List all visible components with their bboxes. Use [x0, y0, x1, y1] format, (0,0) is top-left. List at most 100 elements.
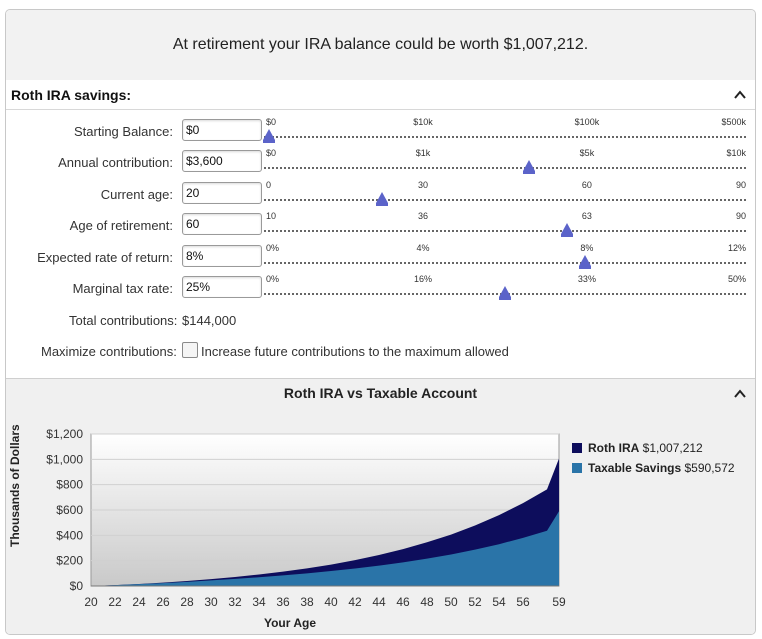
- slider-track[interactable]: $0 $10k $100k $500k: [262, 117, 746, 145]
- slider-thumb[interactable]: [523, 160, 536, 174]
- input-row: Expected rate of return: 0% 4% 8% 12%: [6, 243, 755, 271]
- slider-tick-label: $5k: [579, 148, 595, 158]
- slider-tick-label: 16%: [414, 274, 433, 284]
- x-tick-label: 20: [84, 595, 98, 609]
- field-input[interactable]: [182, 119, 262, 141]
- maximize-text: Increase future contributions to the max…: [201, 344, 509, 359]
- x-tick-label: 28: [180, 595, 194, 609]
- slider-track[interactable]: 10 36 63 90: [264, 211, 746, 239]
- collapse-chevron-icon[interactable]: [733, 88, 747, 102]
- slider-tick-label: 0: [266, 180, 272, 190]
- x-tick-label: 40: [324, 595, 338, 609]
- legend-item-taxable: Taxable Savings $590,572: [572, 461, 735, 475]
- slider-tick-label: 0%: [266, 274, 280, 284]
- x-tick-label: 22: [108, 595, 122, 609]
- input-row: Starting Balance: $0 $10k $100k $500k: [6, 117, 755, 145]
- legend-taxable-name: Taxable Savings: [588, 461, 682, 475]
- slider-track[interactable]: 0% 4% 8% 12%: [264, 243, 746, 271]
- x-tick-label: 46: [396, 595, 410, 609]
- field-input[interactable]: [182, 245, 262, 267]
- slider-thumb[interactable]: [499, 286, 511, 300]
- slider-tick-label: 50%: [727, 274, 746, 284]
- field-label: Starting Balance:: [73, 124, 173, 139]
- field-label: Current age:: [100, 187, 173, 202]
- slider-tick-label: 0%: [266, 243, 280, 253]
- maximize-checkbox[interactable]: [182, 342, 198, 358]
- chart-collapse-chevron-icon[interactable]: [733, 387, 747, 401]
- field-input[interactable]: [182, 182, 262, 204]
- slider-track[interactable]: 0% 16% 33% 50%: [264, 274, 746, 302]
- slider-tick-label: 12%: [727, 243, 746, 253]
- legend-item-roth: Roth IRA $1,007,212: [572, 441, 703, 455]
- x-tick-label: 34: [252, 595, 266, 609]
- y-tick-label: $400: [56, 528, 83, 542]
- slider-tick-label: $0: [266, 117, 277, 127]
- x-tick-label: 42: [348, 595, 362, 609]
- y-tick-label: $600: [56, 503, 83, 517]
- y-tick-label: $200: [56, 554, 83, 568]
- slider-tick-label: 33%: [577, 274, 596, 284]
- slider-tick-label: $10k: [726, 148, 746, 158]
- savings-section-header[interactable]: Roth IRA savings:: [6, 80, 755, 110]
- slider-tick-label: $10k: [413, 117, 433, 127]
- field-label: Marginal tax rate:: [72, 281, 173, 296]
- slider-track[interactable]: $0 $1k $5k $10k: [264, 148, 746, 176]
- slider-tick-label: 36: [418, 211, 429, 221]
- slider-tick-label: 90: [735, 180, 746, 190]
- x-axis-label: Your Age: [264, 616, 316, 630]
- field-label: Expected rate of return:: [37, 250, 173, 265]
- field-input[interactable]: [182, 213, 262, 235]
- slider-tick-label: $500k: [721, 117, 746, 127]
- x-tick-label: 56: [516, 595, 530, 609]
- field-input[interactable]: [182, 276, 262, 298]
- slider-dots: [264, 199, 746, 201]
- slider-thumb[interactable]: [376, 192, 389, 206]
- input-row: Annual contribution: $0 $1k $5k $10k: [6, 148, 755, 176]
- field-label: Age of retirement:: [69, 218, 173, 233]
- legend-roth-value: $1,007,212: [642, 441, 703, 455]
- series-roth-area: [91, 458, 559, 586]
- x-tick-label: 24: [132, 595, 146, 609]
- slider-tick-label: 10: [266, 211, 277, 221]
- slider-dots: [264, 230, 746, 232]
- slider-thumb[interactable]: [578, 255, 591, 269]
- x-tick-label: 38: [300, 595, 314, 609]
- field-input[interactable]: [182, 150, 262, 172]
- slider-thumb[interactable]: [560, 223, 573, 237]
- y-tick-label: $1,000: [46, 452, 83, 466]
- x-tick-label: 36: [276, 595, 290, 609]
- y-tick-label: $800: [56, 478, 83, 492]
- x-tick-label: 32: [228, 595, 242, 609]
- series-taxable-area: [91, 511, 559, 586]
- result-headline: At retirement your IRA balance could be …: [6, 10, 755, 81]
- maximize-label: Maximize contributions:: [41, 344, 177, 359]
- slider-tick-label: 4%: [416, 243, 430, 253]
- x-tick-label: 59: [552, 595, 566, 609]
- area-chart: $0 $200 $400 $600 $800 $1,000 $1,200 20 22 24 26 28…: [46, 427, 566, 630]
- slider-tick-label: 63: [581, 211, 592, 221]
- x-tick-label: 48: [420, 595, 434, 609]
- x-tick-label: 50: [444, 595, 458, 609]
- chart-section: Roth IRA vs Taxable Account Thousands of…: [6, 378, 755, 634]
- legend-taxable-value: $590,572: [684, 461, 735, 475]
- x-tick-label: 52: [468, 595, 482, 609]
- input-row: Age of retirement: 10 36 63 90: [6, 211, 755, 239]
- slider-tick-label: $1k: [415, 148, 431, 158]
- x-tick-label: 26: [156, 595, 170, 609]
- slider-thumb[interactable]: [262, 129, 275, 143]
- slider-tick-label: 60: [581, 180, 592, 190]
- input-row: Marginal tax rate: 0% 16% 33% 50%: [6, 274, 755, 302]
- calculator-panel: At retirement your IRA balance could be …: [5, 9, 756, 635]
- total-contributions-label: Total contributions:: [69, 313, 178, 328]
- chart-title: Roth IRA vs Taxable Account: [283, 385, 478, 401]
- slider-dots: [264, 262, 746, 264]
- x-tick-label: 44: [372, 595, 386, 609]
- slider-track[interactable]: 0 30 60 90: [264, 180, 746, 208]
- slider-tick-label: $100k: [574, 117, 600, 127]
- slider-tick-label: $0: [266, 148, 277, 158]
- y-tick-label: $1,200: [46, 427, 83, 441]
- x-tick-label: 54: [492, 595, 506, 609]
- roth-swatch-icon: [572, 443, 582, 453]
- slider-dots: [264, 167, 746, 169]
- slider-tick-label: 30: [418, 180, 429, 190]
